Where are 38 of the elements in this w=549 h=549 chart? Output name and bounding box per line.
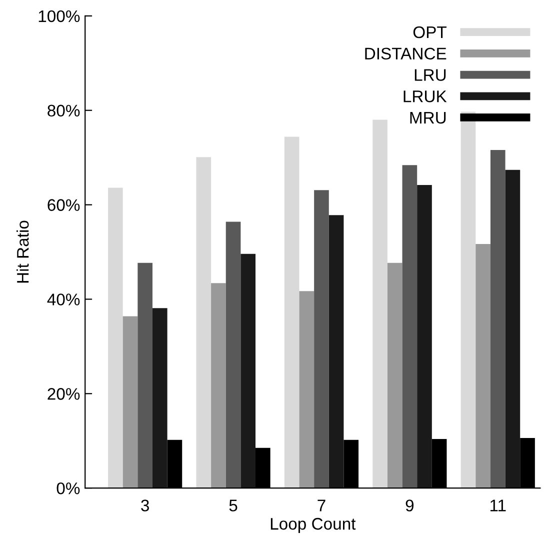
- y-tick-label: 40%: [47, 294, 80, 306]
- y-tick-label: 20%: [48, 388, 80, 400]
- legend-label: OPT: [413, 26, 446, 38]
- bar: [417, 184, 432, 488]
- bar: [299, 291, 314, 488]
- bar: [226, 222, 241, 488]
- legend-label: DISTANCE: [365, 48, 446, 60]
- bar: [402, 165, 418, 488]
- bar: [152, 308, 168, 488]
- x-tick-label: 7: [318, 500, 326, 512]
- y-tick-label: 100%: [38, 10, 80, 22]
- x-tick-label: 11: [490, 500, 506, 512]
- x-tick-label: 3: [141, 500, 149, 512]
- bar: [211, 283, 226, 488]
- bar: [122, 316, 138, 488]
- bar: [284, 136, 300, 488]
- bar: [476, 244, 490, 488]
- legend-label: MRU: [410, 112, 446, 124]
- x-axis-title: Loop Count: [270, 518, 356, 534]
- bar: [138, 262, 152, 488]
- bar: [240, 254, 256, 488]
- x-tick-label: 5: [229, 500, 238, 512]
- bar: [460, 112, 476, 488]
- bar: [372, 120, 388, 488]
- bar: [505, 170, 520, 488]
- bar: [196, 157, 212, 488]
- x-tick-label: 9: [406, 500, 414, 512]
- bar: [314, 190, 329, 488]
- bar: [490, 150, 506, 488]
- bar: [328, 215, 344, 488]
- y-axis-title: Hit Ratio: [16, 220, 29, 283]
- bar: [108, 188, 123, 488]
- y-tick-label: 60%: [48, 199, 80, 211]
- legend-label: LRU: [414, 69, 446, 81]
- y-tick-label: 0%: [56, 482, 80, 494]
- legend-label: LRUK: [404, 90, 447, 102]
- bar: [387, 262, 402, 488]
- y-tick-label: 80%: [48, 104, 80, 117]
